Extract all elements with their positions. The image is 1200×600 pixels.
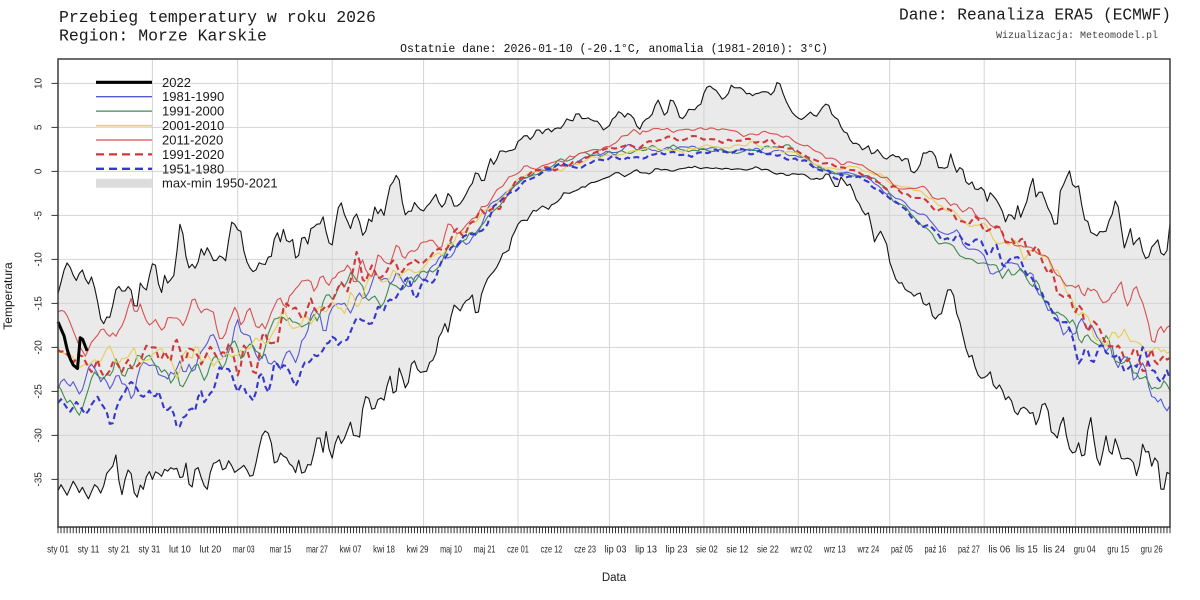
svg-text:-10: -10: [34, 252, 45, 267]
svg-text:lip 13: lip 13: [635, 544, 657, 556]
svg-text:1991-2000: 1991-2000: [162, 104, 224, 119]
svg-text:lip 23: lip 23: [666, 544, 688, 556]
svg-text:lut 20: lut 20: [199, 544, 221, 556]
svg-text:2001-2010: 2001-2010: [162, 118, 224, 133]
svg-text:-5: -5: [34, 211, 45, 220]
svg-text:Wizualizacja: Meteomodel.pl: Wizualizacja: Meteomodel.pl: [996, 30, 1158, 42]
svg-text:maj 21: maj 21: [474, 544, 496, 556]
svg-text:maj 10: maj 10: [440, 544, 462, 556]
svg-text:mar 03: mar 03: [233, 544, 255, 556]
svg-text:lis 06: lis 06: [989, 544, 1011, 556]
svg-text:gru 04: gru 04: [1074, 544, 1096, 556]
svg-text:paź 16: paź 16: [925, 544, 947, 556]
svg-text:sie 12: sie 12: [727, 544, 749, 556]
svg-text:cze 23: cze 23: [574, 544, 596, 556]
svg-text:cze 12: cze 12: [541, 544, 563, 556]
svg-text:mar 27: mar 27: [306, 544, 328, 556]
svg-text:kwi 07: kwi 07: [340, 544, 362, 556]
svg-text:1991-2020: 1991-2020: [162, 147, 224, 162]
svg-text:lis 15: lis 15: [1016, 544, 1038, 556]
svg-text:-25: -25: [34, 384, 45, 399]
svg-text:sty 11: sty 11: [78, 544, 100, 556]
svg-text:gru 15: gru 15: [1107, 544, 1129, 556]
svg-text:-20: -20: [34, 340, 45, 355]
svg-text:kwi 18: kwi 18: [373, 544, 395, 556]
svg-text:cze 01: cze 01: [507, 544, 529, 556]
svg-text:sty 21: sty 21: [108, 544, 130, 556]
svg-text:wrz 24: wrz 24: [857, 544, 880, 556]
svg-text:2022: 2022: [162, 75, 191, 90]
svg-text:lis 24: lis 24: [1043, 544, 1065, 556]
svg-text:Ostatnie dane: 2026-01-10 (-20: Ostatnie dane: 2026-01-10 (-20.1°C, anom…: [400, 43, 828, 56]
svg-text:1951-1980: 1951-1980: [162, 161, 224, 176]
svg-text:-15: -15: [34, 296, 45, 311]
svg-text:-35: -35: [34, 472, 45, 487]
svg-text:lip 03: lip 03: [605, 544, 627, 556]
svg-text:lut 10: lut 10: [169, 544, 191, 556]
svg-text:5: 5: [33, 124, 44, 130]
svg-text:sie 02: sie 02: [696, 544, 718, 556]
svg-text:1981-1990: 1981-1990: [162, 89, 224, 104]
svg-text:paź 27: paź 27: [958, 544, 980, 556]
svg-text:wrz 02: wrz 02: [790, 544, 813, 556]
svg-text:sty 31: sty 31: [139, 544, 161, 556]
svg-text:wrz 13: wrz 13: [823, 544, 846, 556]
svg-text:paź 05: paź 05: [891, 544, 913, 556]
svg-text:Temperatura: Temperatura: [1, 262, 15, 330]
svg-text:Przebieg temperatury w roku 20: Przebieg temperatury w roku 2026: [59, 8, 376, 27]
svg-text:Region: Morze Karskie: Region: Morze Karskie: [59, 27, 267, 46]
svg-text:Data: Data: [602, 572, 627, 584]
svg-text:2011-2020: 2011-2020: [162, 133, 223, 148]
svg-text:mar 15: mar 15: [270, 544, 292, 556]
svg-text:max-min 1950-2021: max-min 1950-2021: [162, 176, 278, 191]
svg-text:0: 0: [34, 168, 45, 174]
svg-text:10: 10: [34, 77, 45, 89]
svg-text:Dane: Reanaliza ERA5 (ECMWF): Dane: Reanaliza ERA5 (ECMWF): [899, 7, 1171, 25]
svg-text:sie 22: sie 22: [757, 544, 779, 556]
svg-text:gru 26: gru 26: [1141, 544, 1163, 556]
svg-text:-30: -30: [34, 428, 45, 443]
svg-text:kwi 29: kwi 29: [407, 544, 429, 556]
svg-text:sty 01: sty 01: [47, 544, 69, 556]
